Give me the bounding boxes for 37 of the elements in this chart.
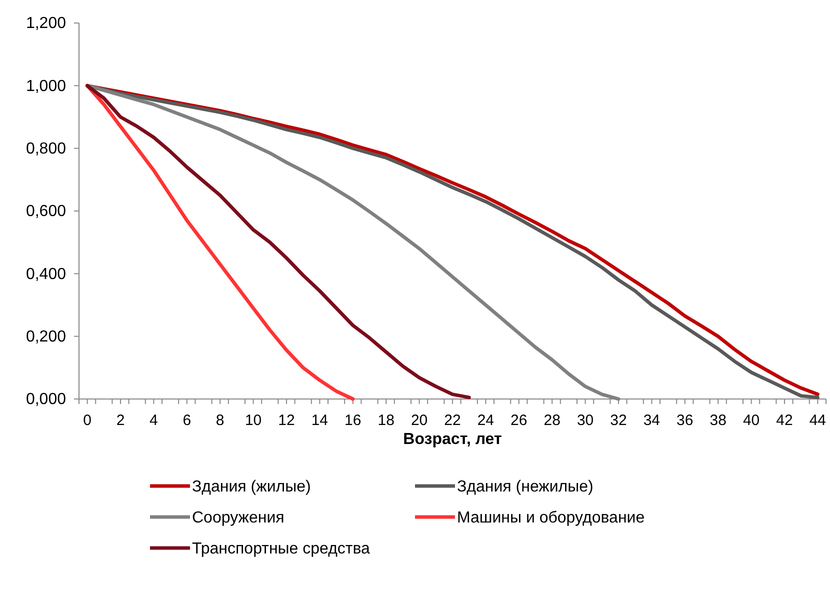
x-tick-label: 32	[610, 412, 627, 429]
x-tick-label: 44	[809, 412, 826, 429]
y-tick-label: 0,000	[26, 391, 66, 408]
x-tick-label: 2	[116, 412, 125, 429]
x-tick-label: 16	[344, 412, 362, 429]
x-tick-label: 6	[182, 412, 192, 429]
y-tick-label: 0,400	[26, 266, 66, 283]
x-tick-label: 24	[477, 412, 494, 429]
x-tick-label: 10	[244, 412, 262, 429]
x-tick-label: 42	[776, 412, 793, 429]
x-tick-label: 26	[510, 412, 528, 429]
line-series	[86, 84, 471, 400]
x-tick-label: 14	[311, 412, 328, 429]
x-axis-title: Возраст, лет	[403, 431, 502, 448]
x-tick-label: 38	[710, 412, 726, 429]
x-tick-label: 34	[643, 412, 660, 429]
y-tick-label: 0,200	[26, 328, 66, 346]
x-tick-label: 0	[83, 412, 92, 429]
x-tick-label: 18	[378, 412, 394, 429]
legend-label: Здания (нежилые)	[457, 478, 594, 496]
x-tick-label: 4	[150, 412, 158, 429]
x-tick-label: 36	[676, 412, 694, 429]
y-tick-label: 1,000	[26, 78, 66, 95]
x-tick-label: 22	[444, 412, 461, 429]
legend-label: Сооружения	[192, 510, 284, 526]
legend-label: Транспортные средства	[192, 540, 370, 558]
x-tick-label: 40	[742, 412, 760, 429]
x-tick-label: 30	[576, 412, 594, 429]
x-tick-label: 28	[544, 412, 560, 429]
legend-label: Здания (жилые)	[192, 478, 311, 496]
y-tick-label: 0,800	[26, 140, 66, 158]
x-tick-label: 12	[278, 412, 295, 429]
y-tick-label: 0,600	[26, 203, 66, 220]
legend-label: Машины и оборудование	[457, 510, 645, 526]
x-tick-label: 8	[216, 412, 224, 429]
y-tick-label: 1,200	[26, 15, 66, 32]
x-tick-label: 20	[410, 412, 428, 429]
